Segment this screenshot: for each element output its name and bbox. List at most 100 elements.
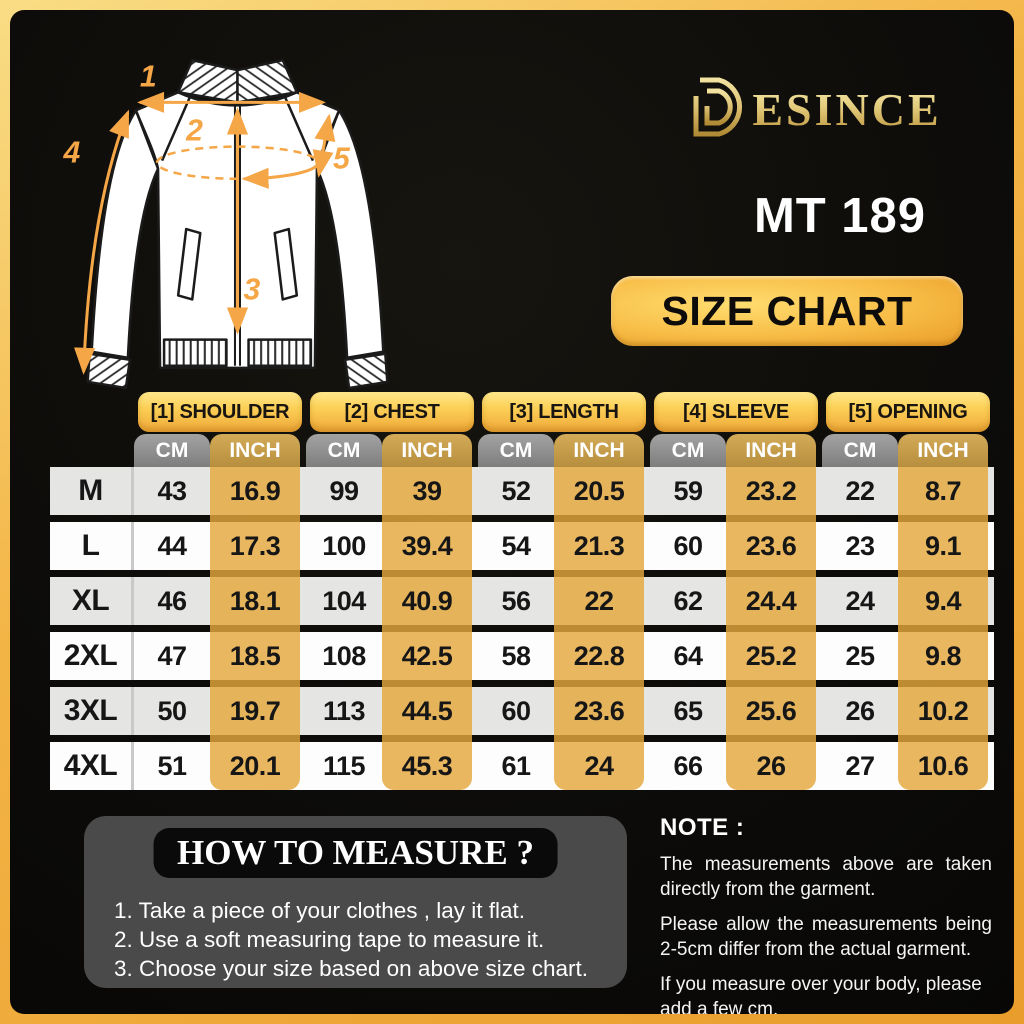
value-inch: 22.8 [573, 640, 625, 671]
value-cm: 44 [157, 530, 187, 561]
how-to-measure-title: HOW TO MEASURE ? [153, 828, 558, 878]
value-cm: 58 [501, 640, 531, 671]
value-inch: 39 [412, 475, 442, 506]
value-inch: 26 [756, 750, 786, 781]
value-inch: 25.6 [745, 695, 797, 726]
header-shoulder: [1] SHOULDER [138, 392, 302, 432]
unit-header-cm: CM [650, 434, 726, 467]
inch-column-highlight [382, 467, 472, 790]
note-paragraph-2: Please allow the measurements being 2-5c… [660, 914, 992, 960]
label-4: 4 [63, 137, 81, 170]
size-label: 2XL [50, 632, 134, 680]
brand-logo: ESINCE [658, 66, 970, 152]
inch-column-highlight [210, 467, 300, 790]
step-1: 1. Take a piece of your clothes , lay it… [114, 898, 526, 923]
value-inch: 22 [584, 585, 614, 616]
value-cm: 50 [157, 695, 187, 726]
value-cm: 24 [845, 585, 875, 616]
header-sleeve: [4] SLEEVE [654, 392, 818, 432]
unit-header-cm: CM [478, 434, 554, 467]
unit-header-inch: INCH [554, 434, 644, 467]
size-label: 3XL [50, 687, 134, 735]
size-table: [1] SHOULDER [2] CHEST [3] LENGTH [4] SL… [50, 392, 994, 790]
size-chart-title-badge: SIZE CHART [611, 276, 963, 346]
unit-header-inch: INCH [898, 434, 988, 467]
value-inch: 18.1 [229, 585, 281, 616]
value-cm: 43 [157, 475, 187, 506]
value-cm: 100 [322, 530, 366, 561]
table-row: 2XL 47 18.5 108 42.5 58 22.8 64 25.2 25 9.8 [50, 632, 994, 680]
brand-d-monogram [693, 77, 743, 137]
value-inch: 9.1 [924, 530, 962, 561]
value-cm: 108 [322, 640, 366, 671]
measurement-arrows [74, 91, 336, 375]
value-cm: 46 [157, 585, 187, 616]
value-cm: 99 [329, 475, 359, 506]
value-cm: 23 [845, 530, 875, 561]
header-length: [3] LENGTH [482, 392, 646, 432]
inch-column-highlight [898, 467, 988, 790]
note-section: NOTE : The measurements above are taken … [660, 814, 992, 1014]
inch-column-highlight [554, 467, 644, 790]
value-cm: 56 [501, 585, 531, 616]
value-inch: 16.9 [229, 475, 281, 506]
label-2: 2 [185, 115, 203, 148]
value-cm: 59 [673, 475, 703, 506]
how-to-measure-steps: 1. Take a piece of your clothes , lay it… [114, 896, 613, 983]
value-inch: 9.4 [924, 585, 962, 616]
header-opening: [5] OPENING [826, 392, 990, 432]
value-cm: 26 [845, 695, 875, 726]
value-inch: 40.9 [401, 585, 453, 616]
value-cm: 51 [157, 750, 187, 781]
unit-header-inch: INCH [210, 434, 300, 467]
value-inch: 23.6 [573, 695, 625, 726]
value-inch: 45.3 [401, 750, 453, 781]
size-label: 4XL [50, 742, 134, 790]
value-inch: 19.7 [229, 695, 281, 726]
note-paragraph-3: If you measure over your body, please ad… [660, 974, 982, 1014]
how-to-measure-box: HOW TO MEASURE ? 1. Take a piece of your… [84, 816, 627, 988]
value-cm: 60 [501, 695, 531, 726]
value-cm: 104 [322, 585, 366, 616]
value-inch: 44.5 [401, 695, 453, 726]
size-table-unit-row: CM INCH CM INCH CM INCH CM INCH CM INCH [50, 434, 994, 467]
value-inch: 42.5 [401, 640, 453, 671]
value-inch: 24.4 [745, 585, 797, 616]
size-table-header-tabs: [1] SHOULDER [2] CHEST [3] LENGTH [4] SL… [50, 392, 994, 432]
value-inch: 10.6 [917, 750, 969, 781]
inch-column-highlight [726, 467, 816, 790]
unit-header-inch: INCH [382, 434, 472, 467]
value-cm: 52 [501, 475, 531, 506]
value-inch: 18.5 [229, 640, 281, 671]
value-inch: 23.2 [745, 475, 797, 506]
value-cm: 25 [845, 640, 875, 671]
value-cm: 47 [157, 640, 187, 671]
value-inch: 25.2 [745, 640, 797, 671]
value-cm: 62 [673, 585, 703, 616]
value-inch: 24 [584, 750, 614, 781]
value-inch: 17.3 [229, 530, 281, 561]
brand-wordmark: ESINCE [752, 83, 942, 135]
value-inch: 20.1 [229, 750, 281, 781]
note-paragraph-1: The measurements above are taken directl… [660, 854, 992, 900]
value-cm: 66 [673, 750, 703, 781]
value-inch: 9.8 [924, 640, 962, 671]
value-inch: 23.6 [745, 530, 797, 561]
value-cm: 115 [322, 750, 366, 781]
value-inch: 20.5 [573, 475, 625, 506]
size-label: XL [50, 577, 134, 625]
value-cm: 54 [501, 530, 531, 561]
table-row: 4XL 51 20.1 115 45.3 61 24 66 26 27 10.6 [50, 742, 994, 790]
label-1: 1 [140, 60, 157, 93]
header-chest: [2] CHEST [310, 392, 474, 432]
step-3: 3. Choose your size based on above size … [114, 956, 589, 981]
step-2: 2. Use a soft measuring tape to measure … [114, 927, 545, 952]
label-3: 3 [244, 273, 261, 306]
unit-header-cm: CM [134, 434, 210, 467]
value-inch: 39.4 [401, 530, 453, 561]
product-code: MT 189 [753, 189, 927, 243]
value-inch: 10.2 [917, 695, 969, 726]
value-cm: 113 [322, 695, 366, 726]
value-cm: 60 [673, 530, 703, 561]
